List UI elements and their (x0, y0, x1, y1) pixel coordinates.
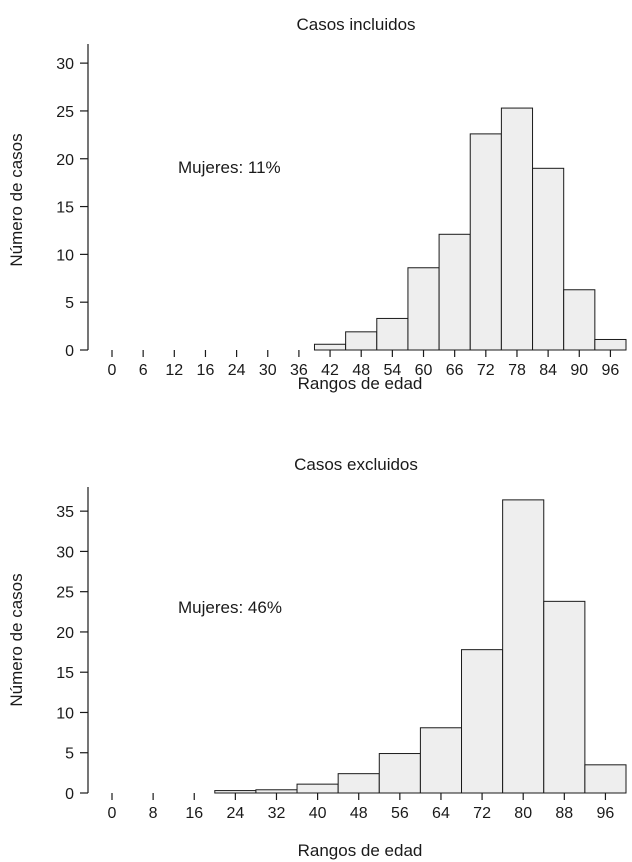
x-tick-label: 42 (321, 362, 339, 379)
bars (214, 499, 627, 794)
x-tick-label: 66 (446, 362, 464, 379)
y-tick-label: 25 (56, 585, 74, 602)
bar-88 (543, 600, 586, 794)
y-tick-label: 0 (65, 786, 74, 803)
x-axis-label: Rangos de edad (298, 841, 423, 860)
y-tick-label: 0 (65, 343, 74, 360)
bar-56 (378, 753, 421, 794)
bar-78 (500, 107, 534, 351)
x-tick-label: 72 (473, 805, 491, 822)
bar-48 (337, 773, 380, 794)
x-tick-label: 8 (149, 805, 158, 822)
bar-90 (563, 289, 596, 351)
bar-24 (214, 790, 257, 794)
y-tick-label: 20 (56, 152, 74, 169)
x-tick-label: 96 (597, 805, 615, 822)
x-tick-label: 16 (197, 362, 215, 379)
chart-title: Casos excluidos (294, 455, 418, 474)
bar-80 (502, 499, 545, 794)
x-tick-label: 0 (108, 362, 117, 379)
y-tick-label: 35 (56, 504, 74, 521)
axes: 0 5 10 15 20 25 30 35 0 8 16 24 32 40 48 56 64 72 80 88 96 (56, 487, 614, 822)
bar-54 (376, 317, 409, 351)
y-tick-label: 15 (56, 665, 74, 682)
x-tick-label: 64 (432, 805, 450, 822)
annotation-women-percent: Mujeres: 46% (178, 598, 282, 617)
x-tick-label: 16 (185, 805, 203, 822)
bar-42 (313, 343, 347, 351)
x-tick-label: 54 (383, 362, 401, 379)
y-tick-label: 10 (56, 247, 74, 264)
x-tick-label: 12 (165, 362, 183, 379)
y-axis-label: Número de casos (7, 133, 26, 266)
bar-66 (438, 233, 471, 351)
chart-excluded: Casos excluidos Mujeres: 46% Número de c… (7, 455, 627, 860)
x-tick-label: 36 (290, 362, 308, 379)
bar-96 (584, 764, 627, 794)
bars (313, 107, 627, 351)
x-tick-label: 88 (555, 805, 573, 822)
y-tick-label: 20 (56, 625, 74, 642)
x-tick-label: 90 (570, 362, 588, 379)
y-tick-label: 5 (65, 746, 74, 763)
x-tick-label: 56 (391, 805, 409, 822)
bar-72 (461, 649, 504, 794)
x-tick-label: 30 (259, 362, 277, 379)
bar-60 (407, 267, 440, 351)
chart-included: Casos incluidos Mujeres: 11% Número de c… (7, 15, 627, 393)
x-tick-label: 24 (228, 362, 246, 379)
bar-72 (469, 133, 502, 351)
x-axis-label: Rangos de edad (298, 374, 423, 393)
x-tick-label: 78 (508, 362, 526, 379)
x-tick-label: 6 (139, 362, 148, 379)
x-tick-label: 48 (352, 362, 370, 379)
bar-32 (255, 789, 298, 794)
x-tick-label: 84 (539, 362, 557, 379)
x-tick-label: 80 (514, 805, 532, 822)
bar-84 (532, 167, 565, 351)
y-tick-label: 30 (56, 56, 74, 73)
x-tick-label: 0 (108, 805, 117, 822)
x-tick-label: 96 (602, 362, 620, 379)
bar-96 (594, 338, 627, 351)
axes: 0 5 10 15 20 25 30 0 6 12 16 24 30 36 42 48 54 60 66 72 78 84… (56, 44, 619, 379)
y-tick-label: 30 (56, 544, 74, 561)
bar-64 (419, 727, 463, 794)
y-tick-label: 5 (65, 295, 74, 312)
bar-40 (296, 783, 339, 794)
y-tick-label: 25 (56, 104, 74, 121)
x-tick-label: 40 (309, 805, 327, 822)
x-tick-label: 60 (415, 362, 433, 379)
y-tick-label: 10 (56, 705, 74, 722)
y-axis-label: Número de casos (7, 573, 26, 706)
chart-title: Casos incluidos (296, 15, 415, 34)
x-tick-label: 32 (268, 805, 286, 822)
bar-48 (345, 331, 378, 351)
annotation-women-percent: Mujeres: 11% (178, 158, 281, 177)
x-tick-label: 48 (350, 805, 368, 822)
x-tick-label: 24 (226, 805, 244, 822)
y-tick-label: 15 (56, 200, 74, 217)
x-tick-label: 72 (477, 362, 495, 379)
